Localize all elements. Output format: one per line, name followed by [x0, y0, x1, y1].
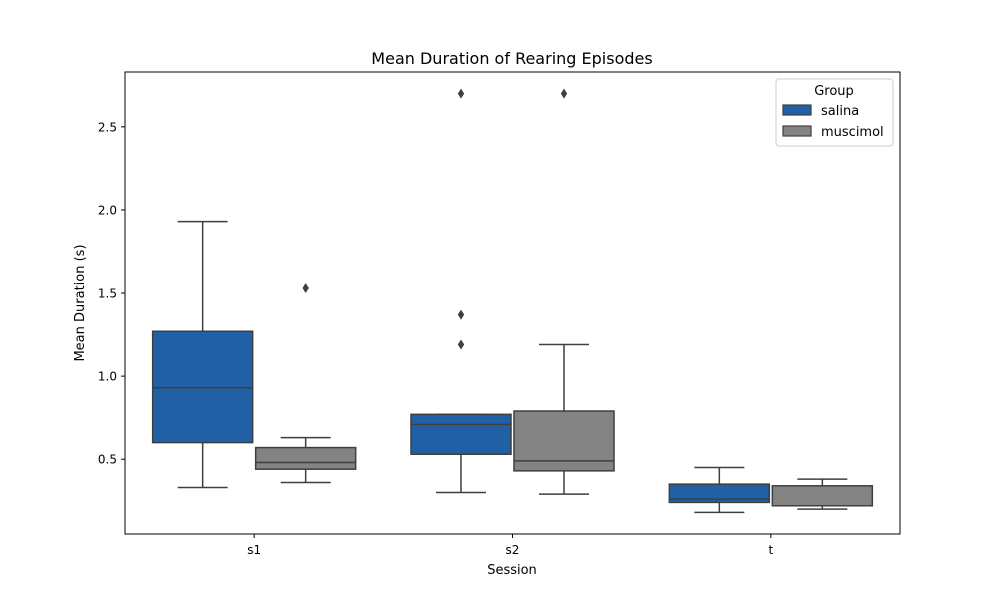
y-tick-label: 1.5 — [98, 287, 117, 301]
box-muscimol-s1 — [254, 283, 357, 484]
iqr-box — [668, 483, 771, 504]
y-axis-label: Mean Duration (s) — [73, 244, 88, 361]
box-muscimol-t — [771, 478, 874, 510]
y-axis: 0.5 1.0 1.5 2.0 2.5 — [98, 120, 125, 467]
y-tick-label: 1.0 — [98, 370, 117, 384]
y-tick-label: 2.5 — [98, 120, 117, 134]
box-salina-t — [668, 466, 771, 514]
box-muscimol-s2 — [513, 88, 615, 495]
x-tick-label: s2 — [506, 543, 520, 557]
box-salina-s2 — [410, 88, 512, 494]
outlier-point — [457, 88, 465, 99]
y-tick-label: 0.5 — [98, 453, 117, 467]
x-tick-label: s1 — [247, 543, 261, 557]
plot-area — [151, 88, 874, 514]
outlier-point — [457, 339, 465, 350]
outlier-point — [457, 309, 465, 320]
x-tick-label: t — [768, 543, 773, 557]
iqr-box — [513, 410, 615, 472]
iqr-box — [254, 446, 357, 470]
legend-label-salina: salina — [821, 104, 859, 119]
x-axis: s1 s2 t — [247, 534, 773, 557]
chart-title: Mean Duration of Rearing Episodes — [371, 49, 652, 68]
legend-swatch-muscimol — [782, 125, 812, 137]
legend: Group salina muscimol — [775, 78, 894, 147]
outlier-point — [302, 283, 309, 294]
outlier-point — [560, 88, 568, 99]
iqr-box — [410, 413, 512, 455]
legend-title: Group — [814, 84, 854, 99]
iqr-box — [151, 330, 254, 444]
legend-label-muscimol: muscimol — [821, 125, 884, 140]
box-salina-s1 — [151, 220, 254, 489]
x-axis-label: Session — [487, 563, 537, 578]
y-tick-label: 2.0 — [98, 203, 117, 217]
iqr-box — [771, 485, 874, 507]
legend-swatch-salina — [782, 104, 812, 116]
